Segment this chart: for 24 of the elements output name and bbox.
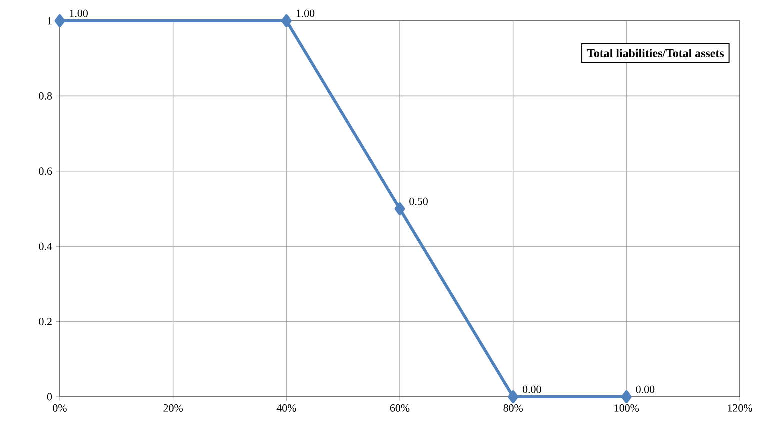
- point: [508, 390, 519, 404]
- data-label: 0.00: [522, 386, 542, 394]
- point: [621, 390, 632, 404]
- data-label: 0.00: [636, 386, 655, 394]
- x-tick-label: 120%: [728, 404, 752, 412]
- y-tick-label: 0.2: [39, 318, 52, 326]
- y-tick-label: 0.8: [39, 92, 52, 100]
- y-tick-label: 0.4: [39, 242, 52, 250]
- x-tick-label: 40%: [276, 404, 296, 412]
- y-tick-label: 1: [48, 17, 52, 25]
- x-tick-label: 100%: [614, 404, 640, 412]
- y-tick-label: 0.6: [39, 168, 52, 176]
- point: [281, 14, 292, 28]
- x-tick-label: 80%: [504, 404, 524, 412]
- x-tick-label: 60%: [390, 404, 410, 412]
- point: [54, 14, 66, 28]
- text: Total liabilities/Total assets: [587, 49, 724, 58]
- data-label: 0.50: [410, 198, 428, 206]
- y-tick-label: 0: [47, 393, 52, 401]
- point: [394, 202, 406, 216]
- x-tick-label: 0%: [53, 404, 67, 412]
- data-label: 1.00: [296, 10, 315, 18]
- data-label: 1.00: [70, 10, 88, 18]
- x-tick-label: 20%: [164, 404, 183, 412]
